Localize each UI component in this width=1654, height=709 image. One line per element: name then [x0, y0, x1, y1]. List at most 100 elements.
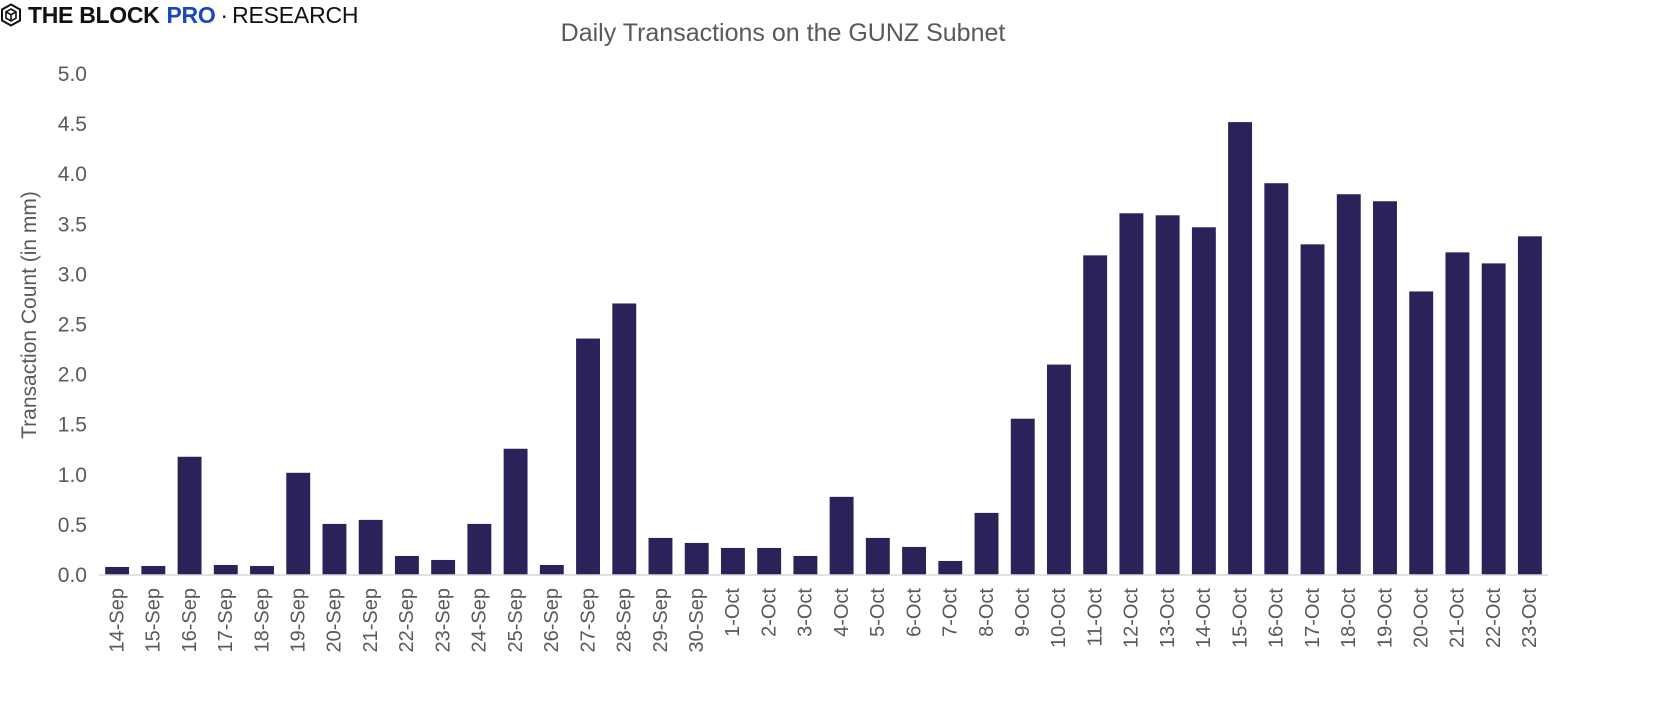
bar-27-Sep [576, 338, 600, 575]
x-tick-label: 18-Oct [1338, 588, 1360, 648]
bar-14-Oct [1191, 227, 1216, 575]
y-tick-label: 2.5 [58, 314, 87, 337]
bar-7-Oct [938, 560, 963, 575]
x-tick-label: 28-Sep [614, 588, 636, 653]
bar-30-Sep [684, 542, 709, 575]
bar-16-Sep [177, 456, 202, 575]
x-tick-label: 1-Oct [722, 588, 744, 637]
x-tick-label: 13-Oct [1157, 588, 1179, 648]
cube-logo-icon [1, 3, 21, 27]
bar-3-Oct [793, 555, 818, 575]
x-tick-label: 10-Oct [1048, 588, 1070, 648]
bar-11-Oct [1083, 255, 1108, 576]
bar-8-Oct [974, 512, 999, 575]
bar-15-Oct [1228, 122, 1253, 575]
x-tick-label: 14-Oct [1193, 588, 1215, 648]
bar-1-Oct [720, 547, 745, 575]
y-tick-label: 1.5 [58, 414, 87, 437]
bar-12-Oct [1119, 213, 1144, 575]
x-tick-label: 23-Oct [1519, 588, 1541, 648]
bar-5-Oct [865, 537, 890, 575]
x-tick-label: 30-Sep [686, 588, 708, 653]
bar-22-Oct [1481, 263, 1506, 575]
y-axis-ticks: 0.0 0.5 1.0 1.5 2.0 2.5 3.0 3.5 4.0 4.5 5.0 [58, 63, 87, 587]
x-tick-label: 18-Sep [251, 588, 273, 653]
y-tick-label: 4.5 [58, 113, 87, 136]
x-axis-ticks: 14-Sep 15-Sep 16-Sep 17-Sep 18-Sep 19-Sep 20-S… [106, 588, 1541, 653]
bar-16-Oct [1264, 183, 1289, 575]
y-tick-label: 3.5 [58, 213, 87, 236]
bar-26-Sep [539, 564, 564, 575]
bar-17-Sep [213, 564, 238, 575]
x-tick-label: 19-Sep [288, 588, 310, 653]
y-tick-label: 1.0 [58, 464, 87, 487]
bar-18-Oct [1336, 194, 1361, 576]
x-tick-label: 15-Sep [143, 588, 165, 653]
bar-28-Sep [612, 303, 637, 575]
bar-22-Sep [394, 555, 419, 575]
bar-19-Oct [1373, 201, 1397, 575]
x-tick-label: 15-Oct [1229, 588, 1251, 648]
x-tick-label: 26-Sep [541, 588, 563, 653]
y-tick-label: 0.0 [58, 564, 87, 587]
x-tick-label: 24-Sep [469, 588, 491, 653]
bar-17-Oct [1300, 244, 1325, 575]
bar-15-Sep [141, 565, 166, 575]
bar-9-Oct [1010, 418, 1035, 575]
x-tick-label: 2-Oct [758, 588, 780, 637]
x-tick-label: 20-Oct [1410, 588, 1432, 648]
bar-20-Oct [1409, 291, 1434, 575]
x-tick-label: 8-Oct [976, 588, 998, 637]
bar-18-Sep [250, 565, 274, 575]
x-tick-label: 22-Oct [1483, 588, 1505, 648]
x-tick-label: 12-Oct [1121, 588, 1143, 648]
bar-21-Oct [1445, 252, 1470, 576]
x-tick-label: 23-Sep [432, 588, 454, 653]
x-tick-label: 5-Oct [867, 588, 889, 637]
bar-19-Sep [286, 472, 311, 575]
bar-2-Oct [757, 547, 782, 575]
bar-14-Sep [105, 566, 130, 575]
x-tick-label: 16-Sep [179, 588, 201, 653]
bars [105, 122, 1542, 576]
y-tick-label: 3.0 [58, 263, 87, 286]
x-tick-label: 21-Sep [360, 588, 382, 653]
chart-title: Daily Transactions on the GUNZ Subnet [561, 19, 1006, 47]
x-tick-label: 14-Sep [106, 588, 128, 653]
x-tick-label: 29-Sep [650, 588, 672, 653]
bar-6-Oct [902, 546, 927, 575]
bar-20-Sep [322, 523, 347, 575]
x-tick-label: 9-Oct [1012, 588, 1034, 637]
bar-25-Sep [503, 448, 528, 575]
x-tick-label: 20-Sep [324, 588, 346, 653]
x-tick-label: 25-Sep [505, 588, 527, 653]
bar-4-Oct [829, 496, 854, 575]
x-tick-label: 6-Oct [903, 588, 925, 637]
x-tick-label: 3-Oct [795, 588, 817, 637]
x-tick-label: 11-Oct [1084, 588, 1106, 647]
x-tick-label: 4-Oct [831, 588, 853, 637]
x-tick-label: 27-Sep [577, 588, 599, 653]
brand-separator: · [220, 1, 229, 28]
bar-29-Sep [648, 537, 673, 575]
x-tick-label: 19-Oct [1374, 588, 1396, 648]
brand-logo: THE BLOCK PRO · RESEARCH [0, 2, 358, 28]
y-tick-label: 2.0 [58, 364, 87, 387]
bar-23-Oct [1517, 236, 1542, 575]
y-tick-label: 5.0 [58, 63, 87, 86]
x-tick-label: 22-Sep [396, 588, 418, 653]
y-tick-label: 4.0 [58, 163, 87, 186]
y-tick-label: 0.5 [58, 514, 87, 537]
x-tick-label: 21-Oct [1447, 588, 1469, 648]
brand-section: RESEARCH [232, 1, 359, 28]
bar-13-Oct [1155, 215, 1180, 575]
bar-21-Sep [358, 519, 383, 575]
x-tick-label: 17-Oct [1302, 588, 1324, 648]
y-axis-label: Transaction Count (in mm) [18, 191, 41, 439]
brand-pro-label: PRO [166, 1, 216, 28]
bar-10-Oct [1047, 364, 1071, 575]
x-tick-label: 16-Oct [1266, 588, 1288, 648]
bar-24-Sep [467, 523, 492, 575]
bar-23-Sep [431, 559, 456, 575]
x-tick-label: 17-Sep [215, 588, 237, 653]
